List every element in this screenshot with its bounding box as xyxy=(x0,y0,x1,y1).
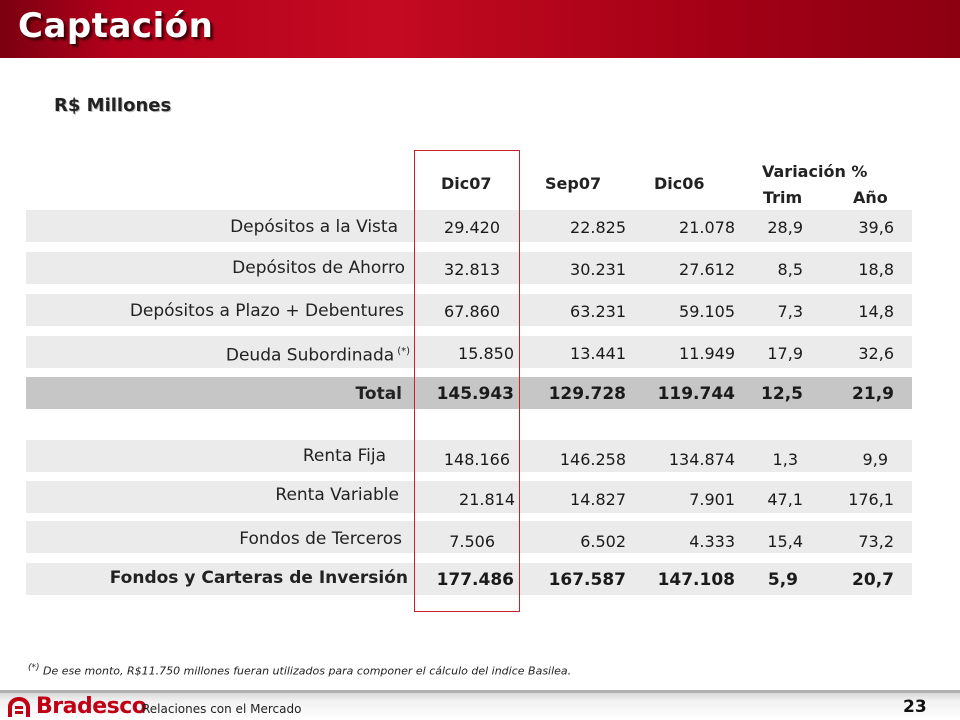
row-label: Fondos de Terceros xyxy=(239,529,402,549)
row-label: Depósitos a la Vista xyxy=(230,217,398,237)
dic07-highlight-frame xyxy=(414,150,520,612)
row-band xyxy=(26,294,912,326)
cell-ano: 20,7 xyxy=(852,570,894,590)
cell-ano: 14,8 xyxy=(858,302,894,321)
row-band xyxy=(26,336,912,368)
cell-trim: 47,1 xyxy=(767,490,803,509)
cell-trim: 12,5 xyxy=(761,384,803,404)
cell-dic07: 145.943 xyxy=(436,384,514,404)
cell-trim: 17,9 xyxy=(767,344,803,363)
cell-sep07: 63.231 xyxy=(570,302,626,321)
cell-dic07: 177.486 xyxy=(436,570,514,590)
slide-title: Captación xyxy=(18,6,214,46)
row-label: Deuda Subordinada xyxy=(225,345,395,366)
cell-dic06: 27.612 xyxy=(679,260,735,279)
cell-ano: 73,2 xyxy=(858,532,894,551)
footnote-text: De ese monto, R$11.750 millones fueran u… xyxy=(43,664,572,678)
cell-sep07: 129.728 xyxy=(548,384,626,404)
slide-header: Captación xyxy=(0,0,960,58)
cell-ano: 32,6 xyxy=(858,344,894,363)
header-dic07: Dic07 xyxy=(441,174,492,193)
row-label: Depósitos de Ahorro xyxy=(232,258,405,278)
footnote-marker: (*) xyxy=(397,346,410,357)
row-band xyxy=(26,440,912,472)
cell-ano: 21,9 xyxy=(852,384,894,404)
cell-trim: 28,9 xyxy=(767,218,803,237)
header-dic06: Dic06 xyxy=(654,174,705,193)
cell-trim: 8,5 xyxy=(777,260,803,279)
cell-sep07: 13.441 xyxy=(570,344,626,363)
cell-sep07: 22.825 xyxy=(570,218,626,237)
footer-bar xyxy=(0,693,960,720)
cell-dic06: 119.744 xyxy=(657,384,735,404)
cell-ano: 9,9 xyxy=(862,450,888,469)
cell-sep07: 6.502 xyxy=(580,532,626,551)
cell-sep07: 14.827 xyxy=(570,490,626,509)
cell-sep07: 146.258 xyxy=(559,450,626,469)
cell-trim: 15,4 xyxy=(767,532,803,551)
cell-dic07: 32.813 xyxy=(444,260,500,279)
row-band xyxy=(26,481,912,513)
cell-ano: 18,8 xyxy=(858,260,894,279)
cell-dic07: 29.420 xyxy=(444,218,500,237)
header-ano: Año xyxy=(853,188,888,207)
footer-label: Relaciones con el Mercado xyxy=(142,702,302,716)
row-label: Renta Variable xyxy=(275,485,399,505)
row-label: Fondos y Carteras de Inversión xyxy=(109,568,408,588)
row-label: Depósitos a Plazo + Debentures xyxy=(129,301,404,321)
row-label: Renta Fija xyxy=(302,446,386,466)
cell-dic06: 59.105 xyxy=(679,302,735,321)
cell-dic06: 147.108 xyxy=(657,570,735,590)
header-sep07: Sep07 xyxy=(545,174,602,193)
total-label: Total xyxy=(355,384,402,404)
bradesco-logo-icon xyxy=(8,697,30,717)
cell-sep07: 167.587 xyxy=(548,570,626,590)
row-band xyxy=(26,210,912,242)
cell-dic07: 148.166 xyxy=(443,450,510,469)
cell-dic07: 7.506 xyxy=(449,532,495,551)
cell-ano: 39,6 xyxy=(858,218,894,237)
cell-dic07: 21.814 xyxy=(459,490,515,509)
cell-dic06: 21.078 xyxy=(679,218,735,237)
total-row-band xyxy=(26,377,912,409)
cell-dic06: 134.874 xyxy=(668,450,735,469)
cell-trim: 1,3 xyxy=(772,450,798,469)
cell-sep07: 30.231 xyxy=(570,260,626,279)
header-variacion: Variación % xyxy=(762,162,868,181)
row-label-with-note: Deuda Subordinada (*) xyxy=(226,342,410,366)
header-trim: Trim xyxy=(763,188,803,207)
row-band xyxy=(26,563,912,595)
page-number: 23 xyxy=(903,697,927,717)
cell-dic07: 15.850 xyxy=(458,344,514,363)
footer-divider xyxy=(0,690,960,693)
cell-dic07: 67.860 xyxy=(444,302,500,321)
cell-dic06: 7.901 xyxy=(689,490,735,509)
cell-trim: 5,9 xyxy=(767,570,798,590)
cell-dic06: 4.333 xyxy=(689,532,735,551)
cell-trim: 7,3 xyxy=(777,302,803,321)
cell-dic06: 11.949 xyxy=(679,344,735,363)
cell-ano: 176,1 xyxy=(848,490,894,509)
row-band xyxy=(26,521,912,553)
row-band xyxy=(26,252,912,284)
footnote: (*) De ese monto, R$11.750 millones fuer… xyxy=(28,663,571,678)
footnote-mark: (*) xyxy=(28,663,40,673)
brand-name: Bradesco xyxy=(36,694,147,719)
units-subtitle: R$ Millones xyxy=(54,95,172,116)
